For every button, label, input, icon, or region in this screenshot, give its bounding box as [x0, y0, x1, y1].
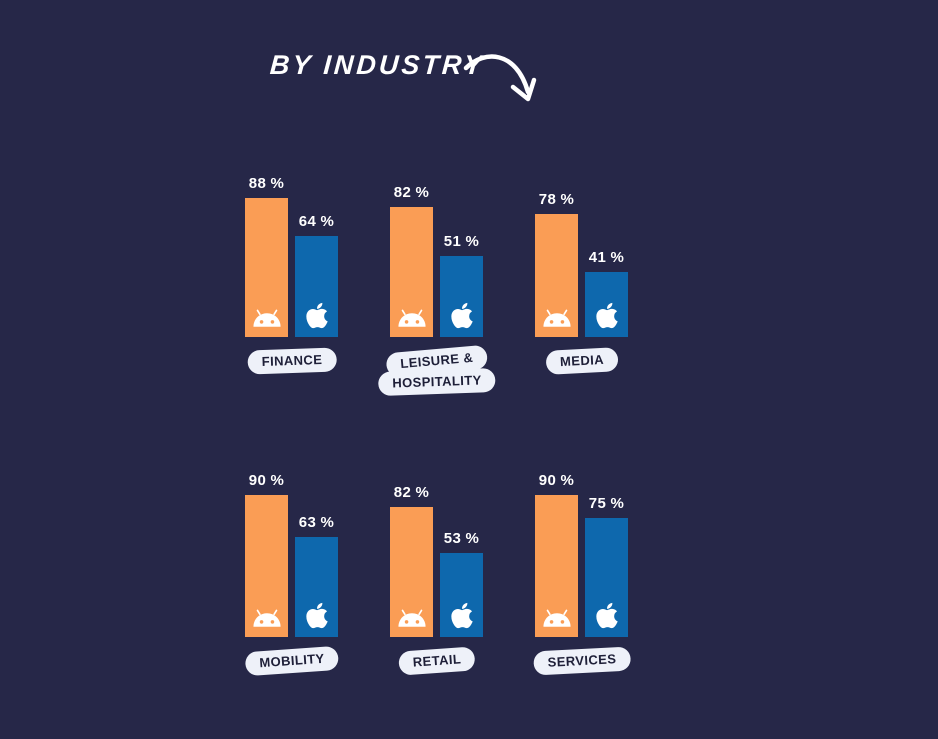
apple-bar: 63 %: [295, 514, 338, 637]
android-value-label: 82 %: [393, 184, 430, 201]
android-bar: 90 %: [535, 472, 578, 637]
bar-pair: 90 % 75 %: [535, 472, 628, 637]
android-bar: 78 %: [535, 191, 578, 337]
apple-icon: [450, 302, 473, 329]
apple-value-label: 51 %: [443, 233, 480, 250]
bar-pair: 90 % 63 %: [245, 472, 338, 637]
apple-value-label: 63 %: [298, 514, 335, 531]
industry-group: 82 % 51 % LEISURE & HOSPITALITY: [377, 184, 496, 397]
android-bar: 82 %: [390, 484, 433, 637]
android-icon: [397, 309, 426, 327]
apple-bar: 41 %: [585, 249, 628, 337]
android-icon: [397, 609, 426, 627]
bar-pair: 82 % 51 %: [390, 184, 483, 337]
bar-pair: 82 % 53 %: [390, 484, 483, 637]
category-label: RETAIL: [397, 646, 476, 676]
industry-group: 82 % 53 % RETAIL: [390, 484, 483, 676]
apple-icon: [595, 302, 618, 329]
android-icon: [252, 609, 281, 627]
category-label-pill: HOSPITALITY: [377, 367, 496, 397]
industry-group: 78 % 41 % MEDIA: [535, 191, 628, 375]
category-label: MOBILITY: [244, 645, 339, 677]
bar-pair: 88 % 64 %: [245, 175, 338, 337]
apple-bar: 64 %: [295, 213, 338, 337]
industry-group: 88 % 64 % FINANCE: [245, 175, 338, 375]
apple-bar: 51 %: [440, 233, 483, 337]
apple-icon: [305, 602, 328, 629]
apple-value-label: 41 %: [588, 249, 625, 266]
apple-icon: [595, 602, 618, 629]
page-title: BY INDUSTRY: [268, 50, 487, 80]
apple-value-label: 75 %: [588, 495, 625, 512]
category-label: MEDIA: [544, 347, 619, 375]
industry-group: 90 % 63 % MOBILITY: [244, 472, 339, 677]
android-icon: [542, 609, 571, 627]
android-value-label: 82 %: [393, 484, 430, 501]
android-bar: 82 %: [390, 184, 433, 337]
android-bar: 90 %: [245, 472, 288, 637]
category-label-pill: MOBILITY: [244, 645, 339, 677]
apple-icon: [305, 302, 328, 329]
category-label-pill: RETAIL: [397, 646, 476, 676]
android-icon: [252, 309, 281, 327]
android-value-label: 90 %: [248, 472, 285, 489]
category-label: LEISURE & HOSPITALITY: [377, 344, 496, 397]
category-label: SERVICES: [532, 646, 631, 676]
category-label: FINANCE: [246, 347, 337, 375]
category-label-pill: FINANCE: [246, 347, 337, 375]
apple-bar: 75 %: [585, 495, 628, 637]
industry-group: 90 % 75 % SERVICES: [532, 472, 631, 676]
curved-arrow-icon: [463, 54, 537, 102]
android-bar: 88 %: [245, 175, 288, 337]
apple-bar: 53 %: [440, 530, 483, 637]
bar-pair: 78 % 41 %: [535, 191, 628, 337]
android-value-label: 88 %: [248, 175, 285, 192]
apple-icon: [450, 602, 473, 629]
category-label-pill: SERVICES: [532, 646, 631, 676]
apple-value-label: 64 %: [298, 213, 335, 230]
apple-value-label: 53 %: [443, 530, 480, 547]
category-label-pill: MEDIA: [544, 347, 619, 375]
android-value-label: 78 %: [538, 191, 575, 208]
android-value-label: 90 %: [538, 472, 575, 489]
android-icon: [542, 309, 571, 327]
